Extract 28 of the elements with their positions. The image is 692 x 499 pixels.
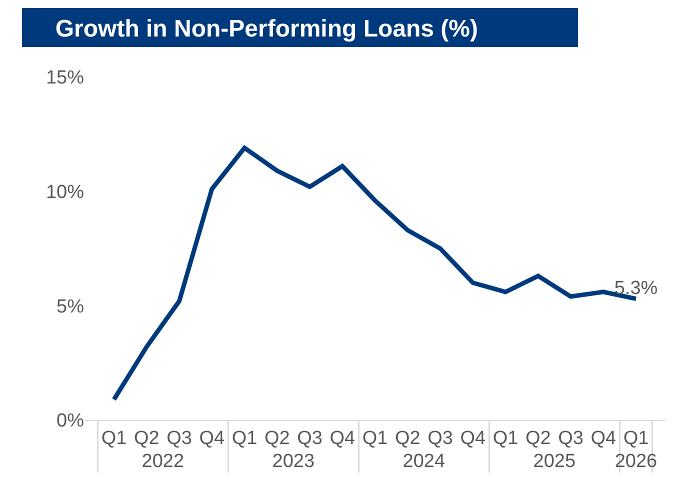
x-tick-label: Q3 [166, 428, 192, 449]
chart-title: Growth in Non-Performing Loans (%) [55, 15, 478, 42]
x-tick-label: Q3 [428, 428, 453, 449]
x-tick-label: Q1 [362, 428, 388, 449]
x-tick-label: Q2 [134, 428, 160, 449]
text: 2026 [614, 450, 658, 472]
x-tick-label: Q4 [330, 428, 356, 449]
x-tick-label: Q4 [199, 428, 225, 449]
x-tick-label: Q2 [264, 428, 290, 449]
text: 2024 [402, 450, 446, 472]
x-tick-label: Q2 [525, 428, 551, 449]
x-tick-label: Q4 [590, 428, 616, 449]
data-label: 5.3% [614, 278, 658, 300]
y-tick-label: 5% [56, 296, 84, 318]
x-tick-label: Q1 [623, 428, 649, 449]
x-tick-label: Q4 [460, 428, 486, 449]
x-tick-label: Q1 [101, 428, 127, 449]
y-tick-label: 10% [46, 182, 84, 203]
x-tick-label: Q2 [394, 428, 420, 449]
y-tick-label: 0% [56, 410, 84, 432]
x-tick-label: Q3 [558, 428, 584, 449]
x-tick-label: Q3 [297, 428, 322, 449]
x-tick-label: Q1 [232, 428, 258, 449]
x-tick-label: Q1 [492, 428, 518, 449]
y-tick-label: 15% [46, 68, 84, 89]
text: 2025 [533, 450, 576, 472]
text: 2023 [272, 450, 315, 472]
text: 2022 [142, 450, 184, 472]
